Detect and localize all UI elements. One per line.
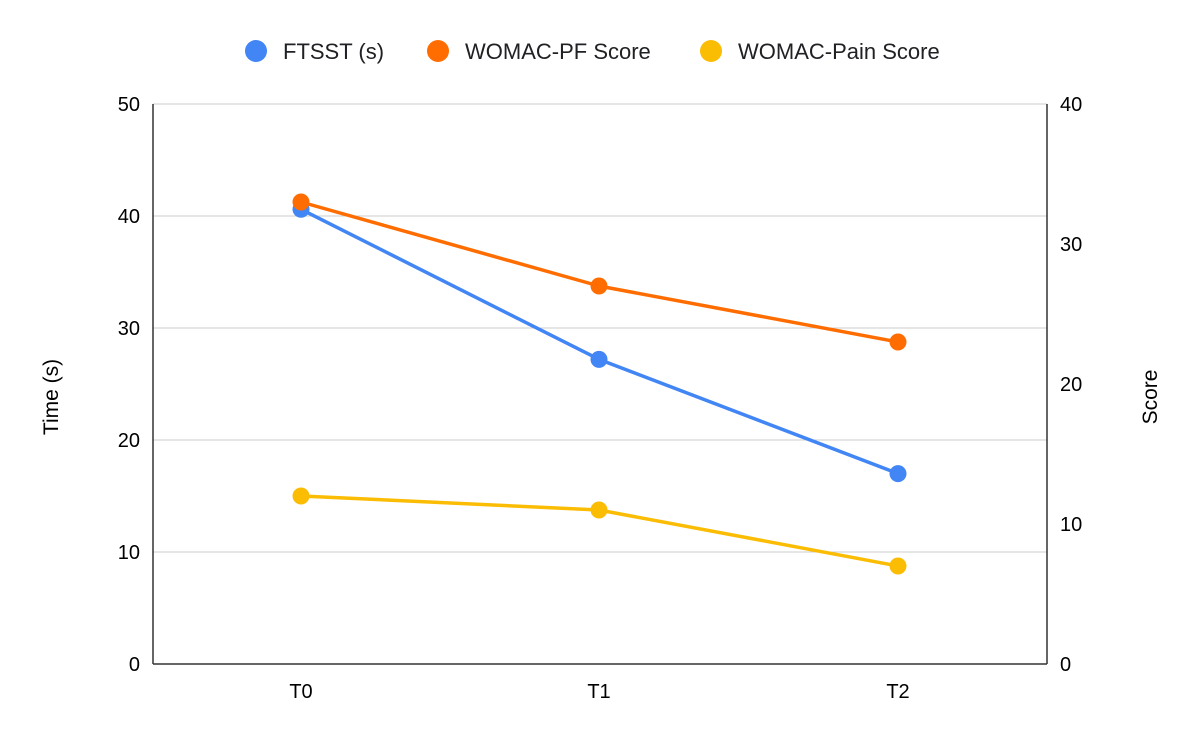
series-line <box>300 200 899 344</box>
tick-labels: 0 10 20 30 40 50 0 10 20 30 40 T0 T1 T2 <box>118 94 1083 703</box>
y2-tick-label: 20 <box>1060 374 1082 396</box>
gridlines <box>153 103 1047 553</box>
series-group <box>292 193 907 575</box>
y-tick-label: 30 <box>118 318 140 340</box>
legend-label-ftsst: FTSST (s) <box>283 39 384 64</box>
series-line <box>300 207 899 476</box>
x-tick-label: T1 <box>587 681 610 703</box>
y-tick-label: 50 <box>118 94 140 116</box>
y-tick-label: 40 <box>118 206 140 228</box>
y-tick-label: 0 <box>129 654 140 676</box>
y2-tick-label: 40 <box>1060 94 1082 116</box>
legend: FTSST (s) WOMAC-PF Score WOMAC-Pain Scor… <box>245 39 940 64</box>
data-point <box>889 333 907 351</box>
axes <box>152 104 1048 665</box>
y-axis-title: Time (s) <box>40 359 63 435</box>
legend-marker-ftsst <box>245 40 267 62</box>
legend-marker-womac-pf <box>427 40 449 62</box>
y-tick-label: 10 <box>118 542 140 564</box>
legend-marker-womac-pain <box>700 40 722 62</box>
y2-tick-label: 30 <box>1060 234 1082 256</box>
legend-label-womac-pain: WOMAC-Pain Score <box>738 39 940 64</box>
data-point <box>292 193 310 211</box>
y2-tick-label: 0 <box>1060 654 1071 676</box>
data-point <box>889 465 907 483</box>
data-point <box>292 487 310 505</box>
y2-tick-label: 10 <box>1060 514 1082 536</box>
data-point <box>889 557 907 575</box>
data-point <box>590 277 608 295</box>
x-tick-label: T0 <box>289 681 312 703</box>
y-tick-label: 20 <box>118 430 140 452</box>
data-point <box>590 501 608 519</box>
x-tick-label: T2 <box>886 681 909 703</box>
y2-axis-title: Score <box>1139 370 1162 425</box>
data-point <box>590 350 608 368</box>
legend-label-womac-pf: WOMAC-PF Score <box>465 39 651 64</box>
